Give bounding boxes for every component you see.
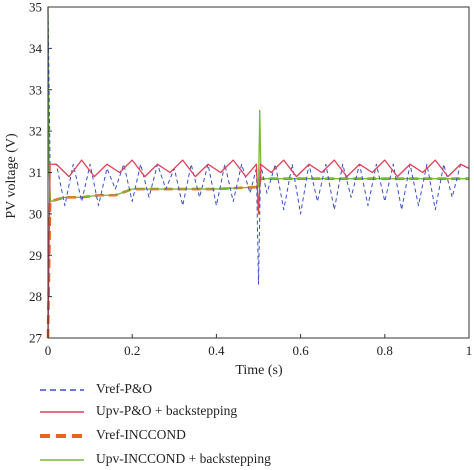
legend-label-upv-po: Upv-P&O + backstepping [96,403,238,418]
legend-label-upv-inccond: Upv-INCCOND + backstepping [96,451,271,466]
plot-lines [46,6,470,339]
legend-swatch-upv-inccond [40,459,84,461]
legend-label-vref-inccond: Vref-INCCOND [96,427,186,442]
y-tick-label: 35 [29,0,42,15]
series-line-3 [47,6,469,203]
legend-item-upv-inccond: Upv-INCCOND + backstepping [40,450,400,470]
y-tick-label: 32 [29,124,42,139]
x-tick-label: 0.4 [208,343,225,358]
legend-swatch-vref-inccond [40,434,84,438]
x-tick-label: 0.6 [292,343,309,358]
x-axis-label: Time (s) [235,363,283,378]
legend-item-vref-inccond: Vref-INCCOND [40,426,400,446]
series-line-0 [47,6,470,285]
x-tick-label: 0 [45,343,52,358]
x-tick-label: 1 [466,343,473,358]
y-tick-label: 31 [29,165,42,180]
x-tick-label: 0.2 [124,343,140,358]
y-tick-label: 28 [29,289,42,304]
x-tick-label: 0.8 [377,343,393,358]
y-tick-label: 34 [29,41,43,56]
y-tick-label: 27 [29,331,43,346]
y-axis-label: PV voltage (V) [4,133,19,219]
legend-item-upv-po: Upv-P&O + backstepping [40,402,400,422]
legend-swatch-vref-po [40,389,84,391]
legend-label-vref-po: Vref-P&O [96,381,153,396]
chart-area: 0 0.2 0.4 0.6 0.8 1 27 28 29 30 31 32 33 34 35 Time (s… [4,0,472,378]
y-tick-label: 30 [29,206,42,221]
axes: 0 0.2 0.4 0.6 0.8 1 27 28 29 30 31 32 33 34 35 [29,0,472,358]
legend-swatch-upv-po [40,411,84,413]
series-line-1 [47,159,470,339]
y-tick-label: 33 [29,82,42,97]
legend-item-vref-po: Vref-P&O [40,380,400,400]
y-tick-label: 29 [29,248,42,263]
